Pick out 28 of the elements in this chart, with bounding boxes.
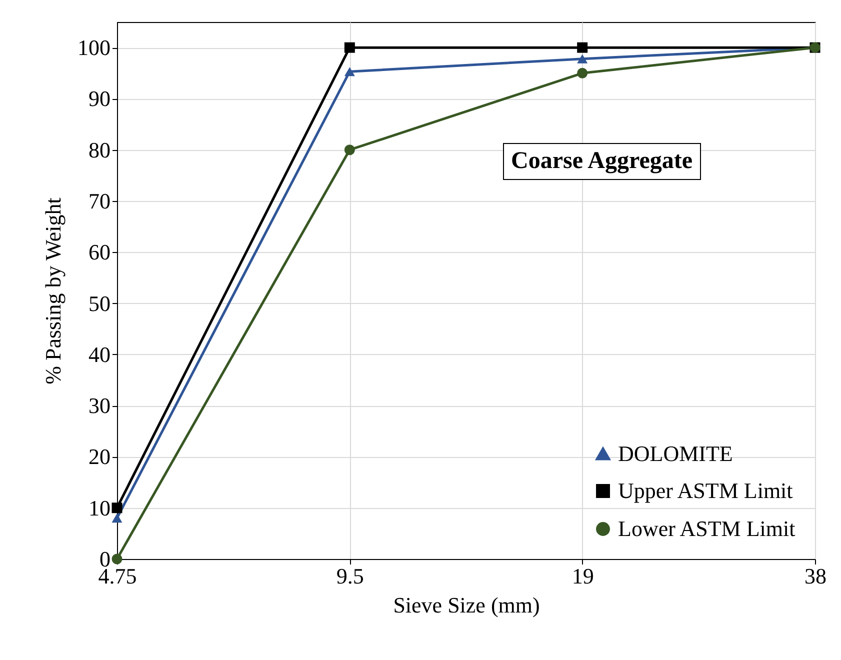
y-tick-label: 70 xyxy=(88,188,110,214)
legend-label: Upper ASTM Limit xyxy=(618,478,793,503)
point xyxy=(112,514,122,523)
point xyxy=(577,54,588,64)
point xyxy=(577,42,588,53)
y-tick-label: 100 xyxy=(78,35,110,60)
x-tick-label: 38 xyxy=(804,564,826,588)
x-tick-label: 9.5 xyxy=(336,564,364,588)
annotation: Coarse Aggregate xyxy=(503,143,700,180)
point xyxy=(344,42,355,53)
y-tick-label: 60 xyxy=(88,240,110,265)
point xyxy=(112,502,122,514)
y-tick-label: 80 xyxy=(88,137,110,162)
y-tick-label: 10 xyxy=(88,495,110,520)
y-axis-title: % Passing by Weight xyxy=(40,198,66,384)
y-tick-label: 50 xyxy=(88,290,110,316)
point xyxy=(344,144,355,156)
x-axis-title: Sieve Size (mm) xyxy=(393,592,540,618)
legend-label: Lower ASTM Limit xyxy=(618,516,796,541)
legend-label: DOLOMITE xyxy=(618,441,733,466)
point xyxy=(344,67,355,76)
point xyxy=(577,68,588,78)
x-tick-label: 19 xyxy=(572,564,594,588)
y-tick-label: 40 xyxy=(88,342,110,367)
y-tick-label: 20 xyxy=(88,444,110,470)
y-tick-label: 30 xyxy=(88,393,110,418)
point xyxy=(112,554,122,564)
y-tick-label: 90 xyxy=(88,86,110,112)
